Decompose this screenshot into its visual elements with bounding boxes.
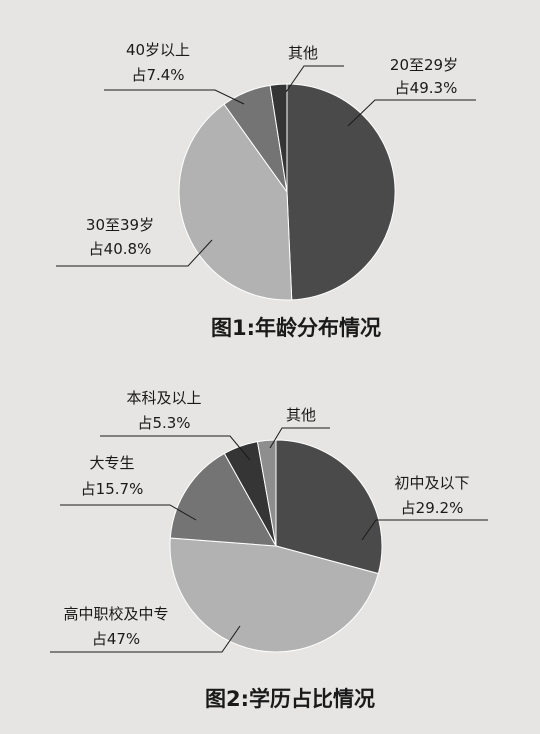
slice-label-name: 初中及以下 (394, 474, 469, 492)
slice-label-pct: 占5.3% (137, 414, 190, 432)
leader-line (347, 99, 476, 127)
leader-line (60, 504, 197, 521)
slice-label-pct: 占7.4% (131, 66, 184, 84)
pie-slice-3 (169, 452, 277, 547)
pie2-labels: 初中及以下 占29.2% 高中职校及中专 占47% 大专生 占15.7% 本科及… (50, 389, 488, 711)
pie1-labels: 20至29岁 占49.3% 30至39岁 占40.8% 40岁以上 占7.4% … (56, 41, 476, 340)
pie-slice-2 (178, 103, 293, 301)
leader-line (56, 239, 213, 267)
pie-slice-5 (256, 439, 277, 547)
pie-slice-1 (286, 83, 396, 301)
leader-line (285, 65, 344, 93)
pie-slice-1 (275, 439, 383, 575)
pie-slice-2 (169, 537, 379, 653)
leader-line (104, 89, 245, 105)
chart-title: 图2:学历占比情况 (205, 687, 375, 711)
pie-slice-4 (269, 83, 288, 193)
pie-chart-education (169, 439, 383, 653)
chart-title: 图1:年龄分布情况 (211, 316, 381, 340)
leader-line (50, 625, 241, 653)
leader-line (100, 435, 251, 461)
slice-label-pct: 占29.2% (401, 499, 464, 517)
slice-label-name: 20至29岁 (390, 56, 458, 74)
slice-label-pct: 占49.3% (395, 79, 458, 97)
slice-label-name: 大专生 (89, 454, 134, 472)
slice-label-pct: 占47% (92, 630, 140, 648)
slice-label-name: 其他 (288, 44, 318, 62)
slice-label-name: 30至39岁 (86, 216, 154, 234)
slice-label-name: 其他 (286, 406, 316, 424)
slice-label-name: 高中职校及中专 (63, 605, 168, 623)
slice-label-pct: 占15.7% (81, 480, 144, 498)
slice-label-pct: 占40.8% (89, 240, 152, 258)
leader-line (361, 519, 488, 541)
slice-label-name: 40岁以上 (126, 41, 190, 59)
slice-label-name: 本科及以上 (126, 389, 201, 407)
pie-chart-age (178, 83, 396, 301)
leader-line (269, 427, 330, 449)
